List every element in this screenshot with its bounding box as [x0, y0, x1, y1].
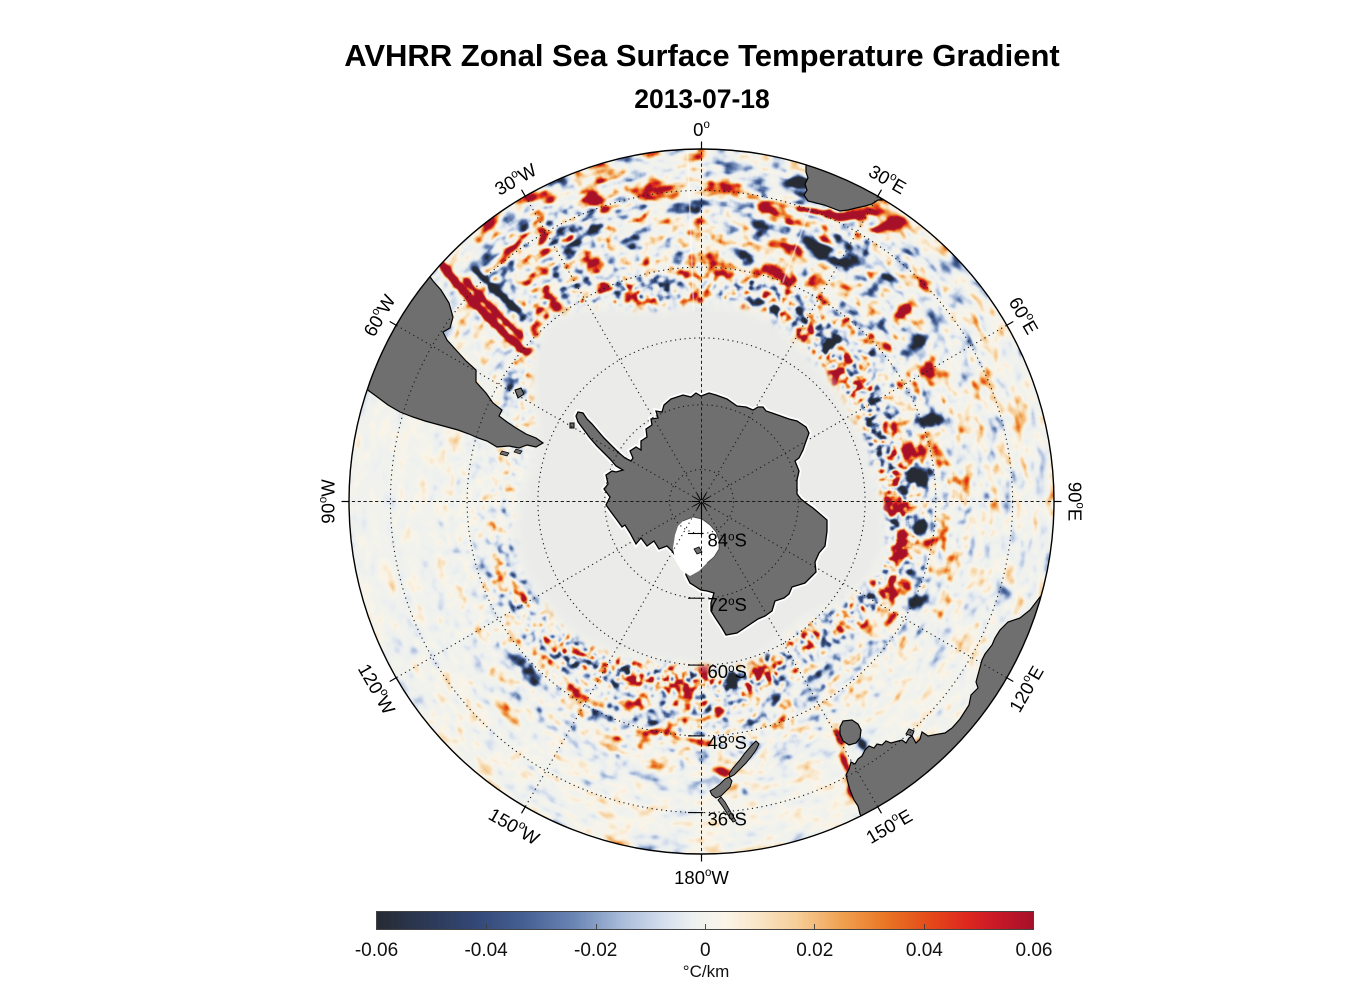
- svg-text:120oW: 120oW: [354, 660, 400, 718]
- svg-text:90oE: 90oE: [1065, 482, 1086, 521]
- svg-text:90oW: 90oW: [317, 479, 338, 524]
- svg-text:30oW: 30oW: [491, 159, 540, 200]
- svg-text:84oS: 84oS: [708, 530, 747, 551]
- svg-text:36oS: 36oS: [708, 809, 747, 830]
- svg-text:60oS: 60oS: [708, 661, 747, 682]
- svg-text:72oS: 72oS: [708, 594, 747, 615]
- svg-text:48oS: 48oS: [708, 732, 747, 753]
- svg-text:150oW: 150oW: [485, 803, 543, 849]
- svg-text:180oW: 180oW: [674, 867, 729, 888]
- svg-text:0o: 0o: [693, 119, 710, 140]
